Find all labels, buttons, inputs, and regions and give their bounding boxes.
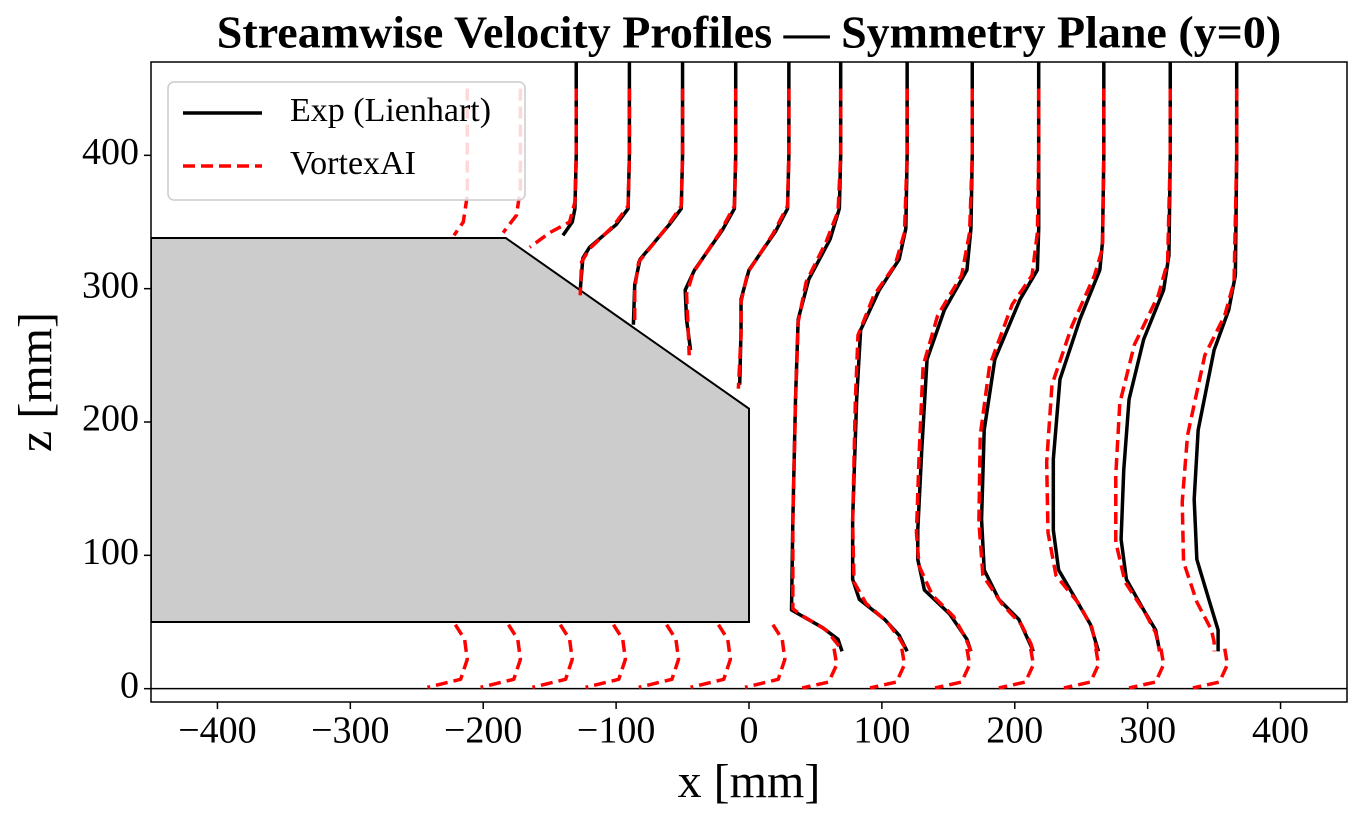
x-tick-label: −100 xyxy=(577,710,655,752)
legend-label: Exp (Lienhart) xyxy=(290,92,491,129)
x-tick-label: −300 xyxy=(311,710,389,752)
y-tick-label: 100 xyxy=(82,531,139,573)
profile-line xyxy=(427,88,1239,690)
axes: −400 −300 −200 −100 0 100 200 300 400 0 100 200 300 4… xyxy=(82,61,1348,752)
legend: Exp (Lienhart) VortexAI xyxy=(167,81,526,201)
x-tick-label: −400 xyxy=(178,710,256,752)
x-tick-label: 300 xyxy=(1119,710,1176,752)
x-tick-label: 400 xyxy=(1252,710,1309,752)
x-tick-label: 200 xyxy=(986,710,1043,752)
chart-title: Streamwise Velocity Profiles — Symmetry … xyxy=(217,7,1281,58)
x-tick-label: 0 xyxy=(740,710,759,752)
legend-label: VortexAI xyxy=(290,145,416,182)
plot-area xyxy=(151,62,1347,690)
y-tick-label: 200 xyxy=(82,398,139,440)
y-axis-label: z [mm] xyxy=(9,312,62,452)
y-tick-label: 300 xyxy=(82,264,139,306)
y-tick-label: 400 xyxy=(82,131,139,173)
x-tick-label: −200 xyxy=(444,710,522,752)
y-tick-label: 0 xyxy=(120,664,139,706)
x-tick-label: 100 xyxy=(853,710,910,752)
vehicle-body xyxy=(151,237,750,623)
x-axis-label: x [mm] xyxy=(678,755,821,808)
